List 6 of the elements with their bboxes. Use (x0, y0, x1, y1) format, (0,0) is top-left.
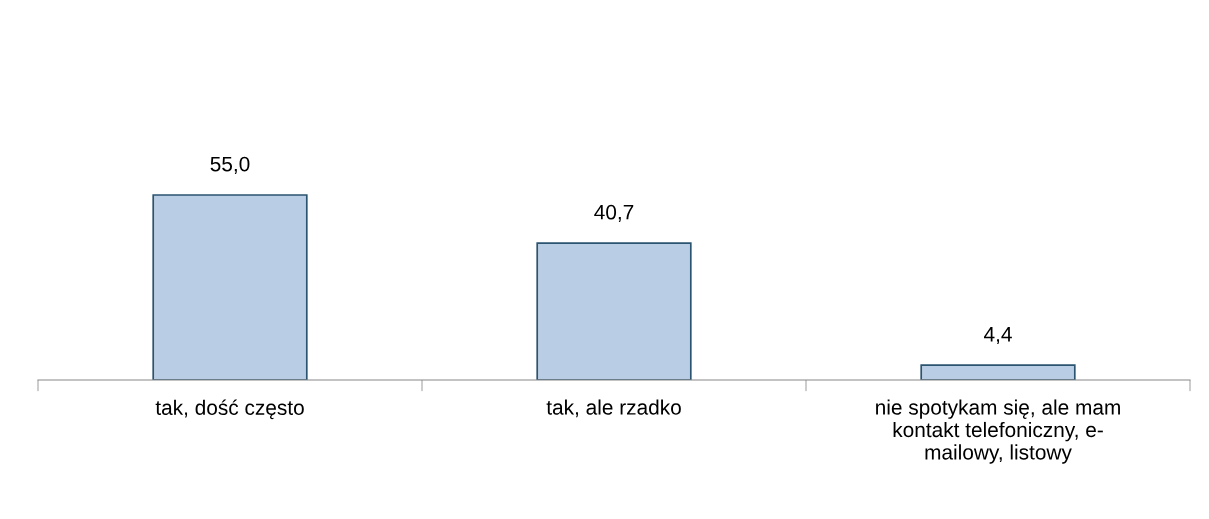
data-label: 55,0 (210, 156, 250, 174)
x-tick-label: tak, dość często (155, 399, 304, 420)
data-label: 4,4 (984, 327, 1012, 345)
data-label: 40,7 (594, 204, 634, 222)
x-tick-label: tak, ale rzadko (546, 399, 681, 418)
x-tick-label: nie spotykam się, ale mam kontakt telefoniczny, e- mailowy, listowy (876, 399, 1120, 464)
